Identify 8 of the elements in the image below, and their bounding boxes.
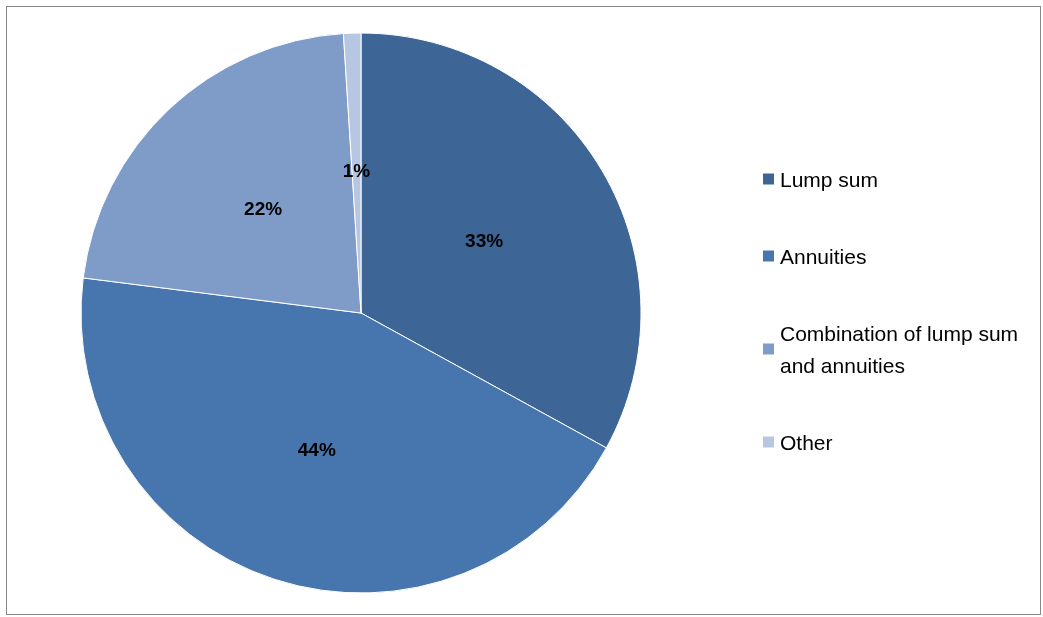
legend-label: Combination of lump sum and annuities [780,321,1024,377]
data-label: 22% [244,198,283,220]
data-label: 33% [465,229,504,251]
data-label: 1% [342,159,371,181]
legend-label: Annuities [780,244,867,268]
legend-label: Other [780,430,833,454]
legend-label: Lump sum [780,167,879,191]
data-label: 44% [297,438,336,460]
